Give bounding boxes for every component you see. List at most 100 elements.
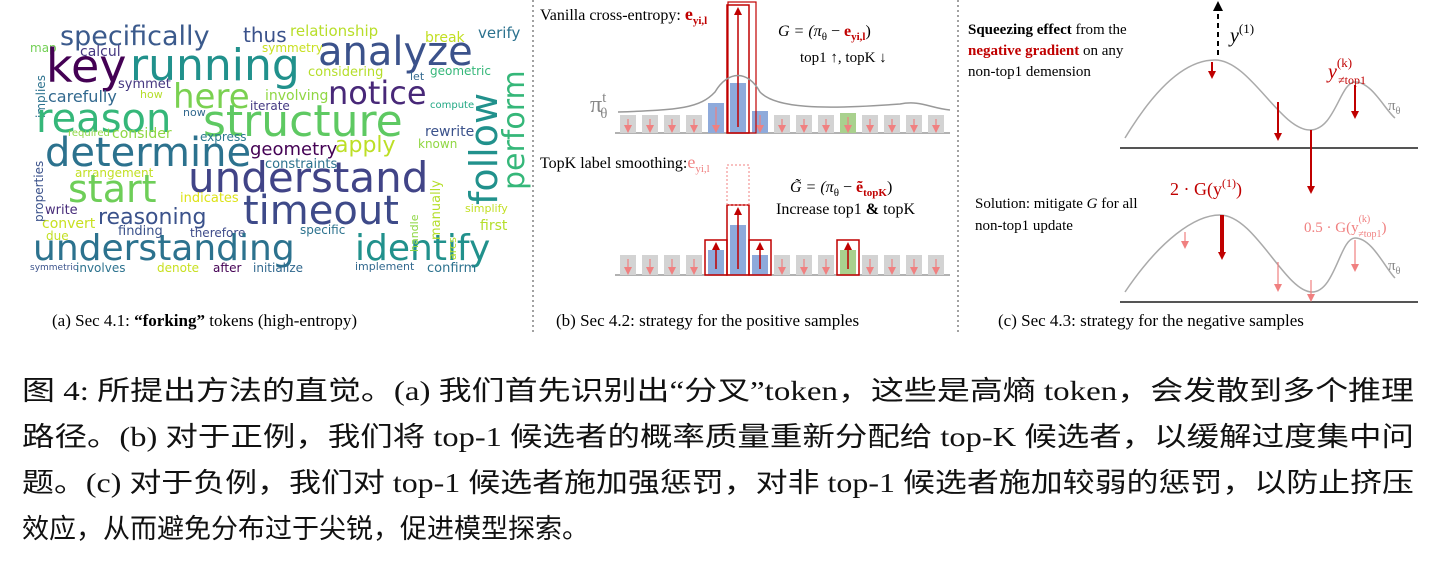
target-box	[836, 239, 860, 276]
text-part: )	[866, 23, 871, 40]
word: therefore	[190, 226, 245, 240]
text-part: π	[1388, 98, 1396, 114]
formula: (a) Sec 4.1: “forking” tokens (high-entr…	[52, 311, 357, 330]
word: convert	[42, 216, 96, 232]
description: non-top1 update	[975, 218, 1073, 234]
text-part: topK	[879, 201, 915, 218]
word: symmetry	[262, 41, 323, 55]
word: follow	[462, 93, 506, 205]
word: how	[140, 88, 163, 101]
caption: (b) Sec 4.2: strategy for the positive s…	[556, 311, 859, 330]
word: notice	[328, 74, 427, 112]
word: start	[68, 167, 157, 211]
text-part: negative gradient	[968, 43, 1079, 59]
word: symmet	[118, 77, 171, 92]
caption-line: 效应，从而避免分布过于尖锐，促进模型探索。	[22, 514, 589, 544]
word: understand	[188, 153, 428, 202]
word: involves	[76, 261, 125, 275]
word: relationship	[290, 22, 378, 40]
text-part: θ	[1396, 266, 1401, 277]
word: handle	[408, 214, 421, 252]
word: due	[46, 229, 69, 243]
text-part: G̃ = (π	[790, 178, 835, 196]
word: symmetric	[30, 263, 78, 273]
policy-curve	[1124, 59, 1396, 139]
text-part: y	[1326, 61, 1337, 83]
formula: TopK label smoothing:eyi,l	[540, 152, 710, 175]
word: map	[30, 41, 57, 55]
word: express	[200, 130, 246, 144]
formula: πt θ	[590, 90, 607, 122]
word: arcs	[446, 237, 459, 260]
word: consider	[112, 126, 172, 142]
word: structure	[203, 96, 403, 147]
word: perform	[497, 70, 532, 190]
text-part: )	[1382, 220, 1387, 236]
text-part: y	[1228, 25, 1239, 47]
formula: G = (πθ − eyi,l)	[778, 23, 871, 43]
text-part: θ	[1396, 106, 1401, 117]
word: here	[173, 77, 250, 117]
word: arrangement	[75, 166, 154, 180]
word: indicates	[180, 191, 239, 206]
word: thus	[243, 23, 287, 47]
word: carefully	[48, 87, 117, 106]
target-box	[726, 164, 750, 206]
text-part: )	[887, 179, 892, 196]
word: apply	[335, 133, 396, 158]
text-part: (k)	[1337, 55, 1352, 70]
text-part: ẽ	[856, 179, 863, 196]
formula: πθ	[1388, 258, 1401, 277]
word: let	[410, 70, 425, 83]
text-part: ≠top1	[1358, 229, 1381, 240]
text-part: for all	[1098, 196, 1138, 212]
text-part: e	[687, 152, 695, 172]
word: reason	[36, 96, 171, 142]
word: compute	[430, 100, 474, 111]
word: key	[46, 39, 127, 93]
policy-curve	[1124, 214, 1396, 293]
word: confirm	[427, 261, 476, 276]
word: finding	[118, 224, 163, 239]
word: verify	[478, 24, 520, 42]
word: determine	[45, 130, 251, 176]
formula: Increase top1 & topK	[776, 201, 916, 218]
word: now	[183, 106, 206, 119]
text-part: “forking”	[134, 311, 205, 330]
text-part: Solution: mitigate	[975, 196, 1087, 212]
word: implies	[34, 75, 48, 118]
text-part: −	[827, 23, 844, 40]
word: after	[213, 261, 241, 275]
word: first	[480, 218, 508, 234]
word: break	[425, 30, 466, 46]
word: involving	[265, 88, 328, 104]
formula: negative gradient on any	[968, 43, 1124, 59]
text-part: (1)	[1222, 176, 1236, 190]
caption-line: 图 4: 所提出方法的直觉。(a) 我们首先识别出“分叉”token，这些是高熵…	[22, 376, 1414, 406]
word: rewrite	[425, 124, 474, 140]
text-part: Squeezing effect	[968, 22, 1072, 38]
text-part: yi,l	[695, 163, 709, 175]
formula: Solution: mitigate G for all	[975, 196, 1138, 212]
text-part: )	[1236, 179, 1242, 200]
text-part: Vanilla cross-entropy:	[540, 7, 685, 24]
word: timeout	[243, 188, 399, 234]
target-box	[727, 1, 757, 134]
text-part: topK	[863, 187, 887, 199]
text-part: TopK label smoothing:	[540, 155, 687, 172]
word: analyze	[318, 29, 473, 75]
word: geometry	[250, 139, 338, 160]
formula: y(1)	[1228, 21, 1254, 47]
caption: (c) Sec 4.3: strategy for the negative s…	[998, 311, 1304, 330]
text-part: π	[590, 92, 602, 118]
text-part: t	[602, 90, 607, 106]
formula: Squeezing effect from the	[968, 22, 1127, 38]
word: specifically	[60, 21, 210, 52]
caption-line: 路径。(b) 对于正例，我们将 top-1 候选者的概率质量重新分配给 top-…	[22, 422, 1414, 452]
formula: 0.5 · G(y(k) ≠top1)	[1304, 214, 1387, 240]
policy-curve	[617, 74, 951, 113]
formula: πθ	[1388, 98, 1401, 117]
text-part: (k)	[1359, 214, 1371, 225]
text-part: yi,l	[851, 31, 865, 43]
